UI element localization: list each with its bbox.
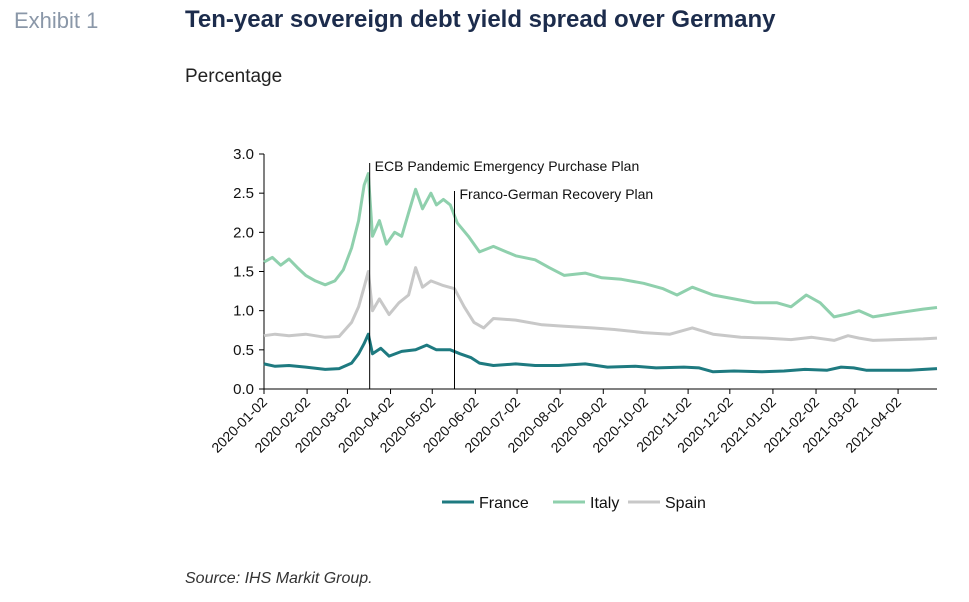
y-tick-label: 0.0: [233, 381, 254, 398]
source-note: Source: IHS Markit Group.: [185, 570, 373, 587]
y-tick-label: 2.0: [233, 224, 254, 241]
y-tick-label: 3.0: [233, 146, 254, 163]
legend-label-spain: Spain: [665, 495, 706, 512]
y-tick-label: 0.5: [233, 342, 254, 359]
annotation-label: Franco-German Recovery Plan: [459, 186, 653, 202]
exhibit-label: Exhibit 1: [14, 8, 99, 33]
series-line-italy: [263, 172, 938, 319]
chart-title: Ten-year sovereign debt yield spread ove…: [185, 6, 776, 33]
annotation-label: ECB Pandemic Emergency Purchase Plan: [375, 158, 640, 174]
series-line-spain: [263, 266, 938, 342]
y-tick-label: 2.5: [233, 185, 254, 202]
legend-label-italy: Italy: [590, 495, 619, 512]
y-tick-label: 1.5: [233, 264, 254, 281]
y-tick-label: 1.0: [233, 303, 254, 320]
legend-label-france: France: [479, 495, 529, 512]
series-line-france: [263, 332, 938, 374]
y-unit-label: Percentage: [185, 66, 283, 87]
